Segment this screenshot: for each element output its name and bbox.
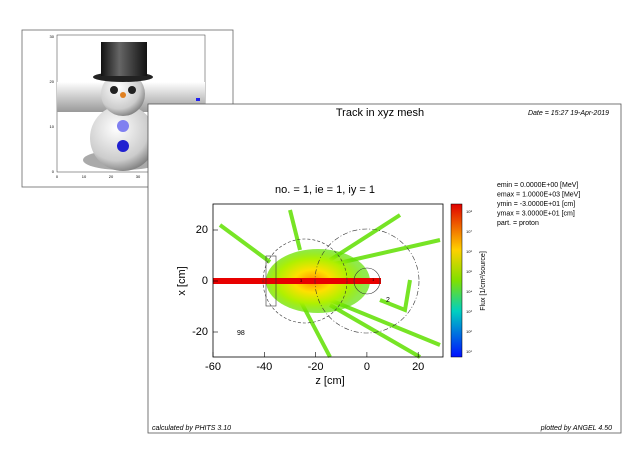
colorbar-tick-label: 10⁷ — [466, 229, 472, 234]
x-tick-label: 10 — [82, 174, 87, 179]
track-streak — [329, 298, 441, 347]
nose — [120, 92, 126, 98]
geometry-circle — [262, 238, 348, 324]
title: Track in xyz mesh — [336, 107, 424, 119]
y-tick-label: 20 — [196, 224, 208, 236]
geometry-circle — [314, 228, 420, 334]
eye — [110, 86, 118, 94]
snowman-body — [90, 105, 156, 171]
colorbar-tick-label: 10⁶ — [466, 249, 472, 254]
info-line: emax = 1.0000E+03 [MeV] — [497, 191, 580, 198]
footer-right: plotted by ANGEL 4.50 — [540, 425, 612, 432]
x-tick-label: -60 — [205, 361, 221, 373]
x-tick-label: -20 — [308, 361, 324, 373]
y-tick-label: 10 — [50, 124, 55, 129]
y-tick-label: 0 — [52, 169, 55, 174]
annotation: 1 — [372, 277, 375, 282]
y-tick-label: 30 — [50, 34, 55, 39]
legend-swatch — [196, 98, 200, 101]
beam — [213, 278, 381, 284]
info-line: ymax = 3.0000E+01 [cm] — [497, 210, 575, 217]
annotation: 3 — [300, 278, 303, 283]
y-tick-label: 20 — [50, 79, 55, 84]
x-tick-label: 0 — [364, 361, 370, 373]
track-streak — [218, 223, 272, 264]
snowman-window: 010203040500102030 — [21, 29, 234, 188]
colorbar-tick-label: 10⁸ — [466, 209, 472, 214]
x-tick-label: -40 — [256, 361, 272, 373]
info-line: part. = proton — [497, 220, 539, 227]
geometry-circle — [353, 267, 381, 295]
eye — [128, 86, 136, 94]
colorbar-label: Flux [1/cm²/source] — [480, 251, 487, 311]
x-axis-label: z [cm] — [315, 375, 344, 387]
colorbar-tick-label: 10⁴ — [466, 289, 472, 294]
colorbar-tick-label: 10¹ — [466, 349, 472, 354]
annotation: 98 — [237, 330, 245, 337]
annotation: 2 — [386, 297, 390, 304]
info-line: ymin = -3.0000E+01 [cm] — [497, 201, 575, 208]
plot-frame — [212, 203, 444, 358]
y-tick-label: -20 — [192, 326, 208, 338]
colorbar-tick-label: 10⁵ — [466, 269, 472, 274]
info-line: emin = 0.0000E+00 [MeV] — [497, 182, 578, 189]
y-tick-label: 0 — [202, 275, 208, 287]
track-streak — [328, 303, 422, 359]
track-streak — [288, 209, 302, 251]
x-tick-label: 20 — [412, 361, 424, 373]
x-tick-label: 20 — [109, 174, 114, 179]
geometry-box — [265, 255, 277, 307]
colorbar — [450, 203, 463, 358]
button — [117, 140, 129, 152]
track-window: Track in xyz mesh Date = 15:27 19-Apr-20… — [147, 103, 622, 434]
button — [117, 120, 129, 132]
track-streak — [328, 213, 402, 262]
track-streak — [379, 279, 412, 313]
colorbar-tick-label: 10³ — [466, 309, 472, 314]
colorbar-tick-label: 10² — [466, 329, 472, 334]
date: Date = 15:27 19-Apr-2019 — [528, 110, 609, 117]
footer-left: calculated by PHITS 3.10 — [152, 425, 231, 432]
subtitle: no. = 1, ie = 1, iy = 1 — [275, 184, 375, 196]
y-axis-label: x [cm] — [176, 266, 188, 295]
x-tick-label: 0 — [56, 174, 59, 179]
x-tick-label: 30 — [136, 174, 141, 179]
hat — [101, 42, 147, 76]
